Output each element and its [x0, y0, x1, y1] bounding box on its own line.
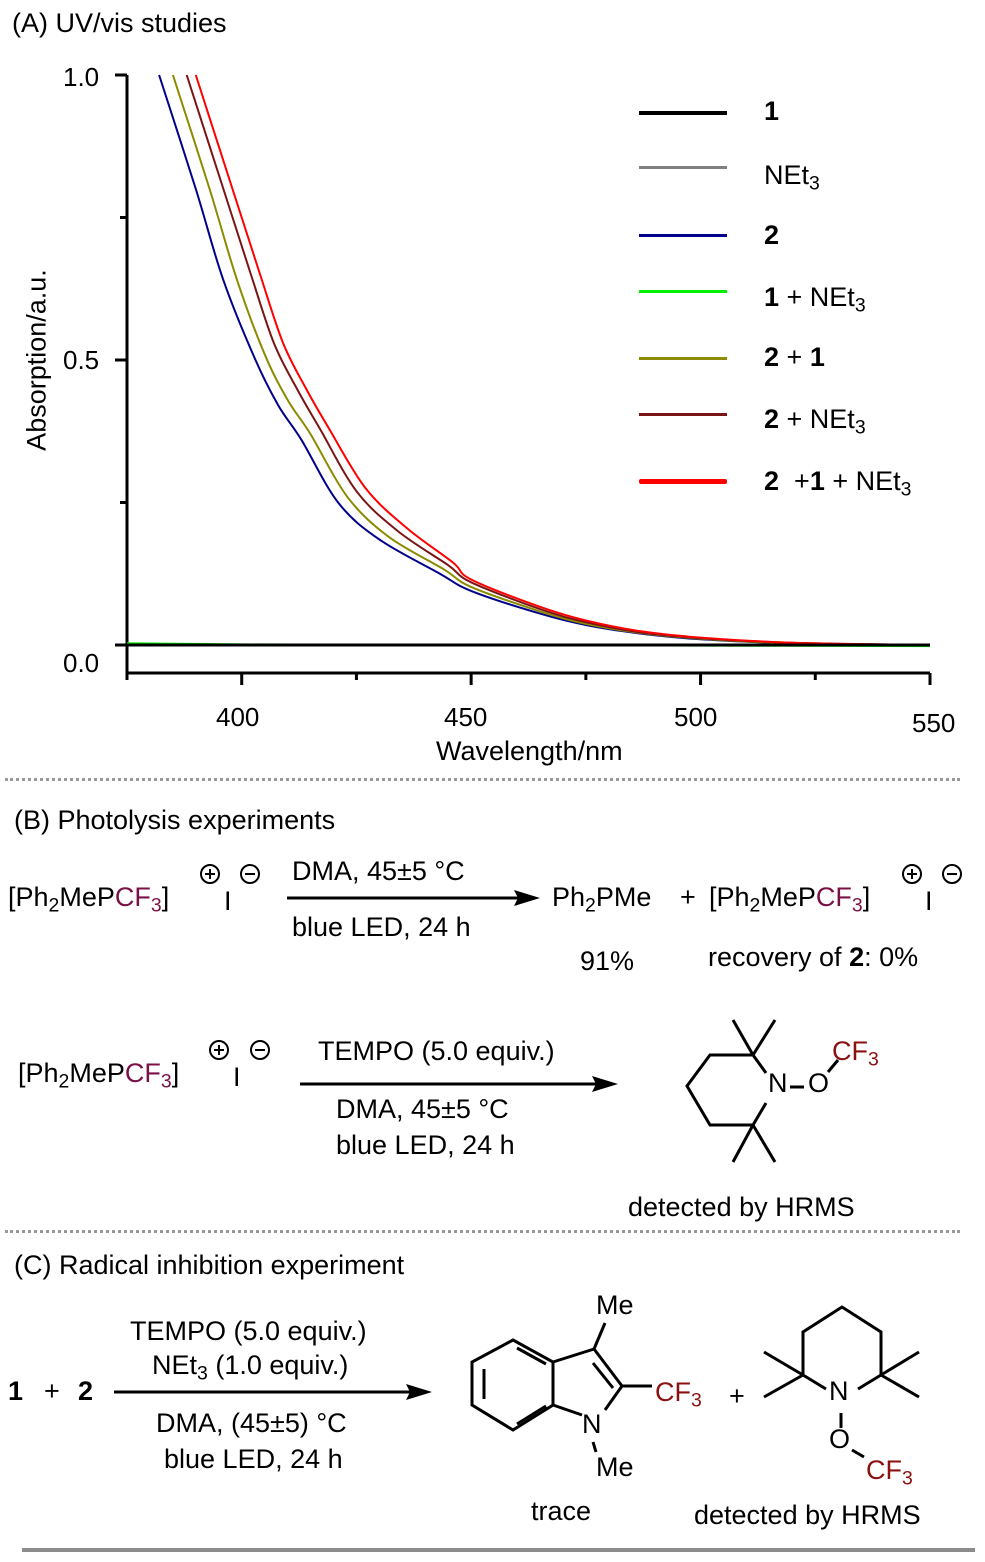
section-a-title: (A) UV/vis studies [12, 8, 227, 38]
atom-n: N [582, 1409, 602, 1439]
trace-note: trace [531, 1496, 592, 1526]
section-b-title: (B) Photolysis experiments [14, 805, 336, 835]
section-divider [5, 1230, 960, 1233]
legend-swatch [639, 479, 727, 484]
plus-sign: + [680, 882, 696, 912]
atom-n: N [829, 1376, 849, 1406]
minus-charge-icon [942, 864, 962, 884]
x-tick-label: 450 [444, 702, 488, 732]
legend-label: NEt3 [764, 160, 820, 195]
reaction-arrow-b2 [300, 1076, 618, 1092]
methyl-label: Me [596, 1452, 634, 1482]
legend-label: 1 [764, 96, 780, 126]
hrms-note: detected by HRMS [694, 1500, 921, 1530]
legend-swatch [639, 357, 727, 360]
tempo-cf3-structure-b [685, 1019, 840, 1163]
reactant-phosphonium-salt: [Ph2MePCF3] [8, 882, 170, 917]
uv-vis-chart [115, 73, 932, 685]
legend-label: 1 + NEt3 [764, 282, 866, 317]
reactant-1: 1 [8, 1376, 24, 1406]
x-axis-label: Wavelength/nm [436, 736, 623, 766]
plus-charge-icon [209, 1040, 229, 1060]
conditions-above: DMA, 45±5 °C [292, 856, 465, 886]
minus-charge-icon [250, 1040, 270, 1060]
reaction-arrow-b1 [287, 890, 540, 906]
plus-charge-icon [200, 864, 220, 884]
iodide-anion: I [224, 886, 232, 916]
iodide-anion: I [925, 886, 933, 916]
legend-label: 2 + NEt3 [764, 404, 866, 439]
reaction-arrow-c [114, 1384, 432, 1400]
atom-o: O [829, 1424, 851, 1454]
conditions-below: blue LED, 24 h [164, 1444, 343, 1474]
legend-swatch [639, 290, 727, 293]
section-c-title: (C) Radical inhibition experiment [14, 1250, 405, 1280]
conditions-below: DMA, (45±5) °C [156, 1408, 347, 1438]
recovered-phosphonium-salt: [Ph2MePCF3] [709, 882, 871, 917]
series-line-2-1-net3 [194, 74, 931, 646]
legend-swatch [639, 166, 727, 169]
cf3-group: CF3 [655, 1377, 702, 1412]
conditions-below: blue LED, 24 h [336, 1130, 515, 1160]
methyl-label: Me [596, 1290, 634, 1320]
yield-label: 91% [580, 946, 635, 976]
plus-charge-icon [902, 864, 922, 884]
conditions-below: DMA, 45±5 °C [336, 1094, 509, 1124]
minus-charge-icon [240, 864, 260, 884]
indole-structure [470, 1322, 652, 1453]
legend-swatch [639, 234, 727, 237]
plus-sign: + [44, 1376, 60, 1406]
legend-label: 2 +1 + NEt3 [764, 466, 912, 501]
atom-o: O [808, 1068, 830, 1098]
hrms-note: detected by HRMS [628, 1192, 855, 1222]
legend-label: 2 + 1 [764, 342, 825, 372]
chart-series [126, 74, 931, 648]
atom-n: N [768, 1068, 788, 1098]
chart-axes [115, 73, 932, 685]
x-tick-label: 550 [912, 708, 956, 738]
legend-swatch [639, 413, 727, 416]
bottom-rule [22, 1548, 975, 1552]
iodide-anion: I [233, 1062, 241, 1092]
reactant-2: 2 [78, 1376, 94, 1406]
conditions-above: TEMPO (5.0 equiv.) [130, 1316, 367, 1346]
tempo-cf3-structure-c [763, 1305, 920, 1459]
y-tick-label: 0.0 [63, 648, 100, 678]
y-tick-label: 1.0 [63, 62, 100, 92]
x-tick-label: 500 [674, 702, 718, 732]
plus-sign: + [729, 1381, 745, 1411]
y-tick-label: 0.5 [63, 345, 100, 375]
legend-label: 2 [764, 220, 780, 250]
recovery-label: recovery of 2: 0% [708, 942, 919, 972]
product-ph2pme: Ph2PMe [552, 882, 652, 917]
legend-swatch [639, 111, 727, 115]
conditions-above: NEt3 (1.0 equiv.) [152, 1350, 349, 1385]
section-divider [5, 778, 960, 781]
x-tick-label: 400 [216, 702, 260, 732]
conditions-above: TEMPO (5.0 equiv.) [318, 1036, 555, 1066]
conditions-below: blue LED, 24 h [292, 912, 471, 942]
cf3-group: CF3 [866, 1455, 913, 1490]
reactant-phosphonium-salt: [Ph2MePCF3] [18, 1058, 180, 1093]
